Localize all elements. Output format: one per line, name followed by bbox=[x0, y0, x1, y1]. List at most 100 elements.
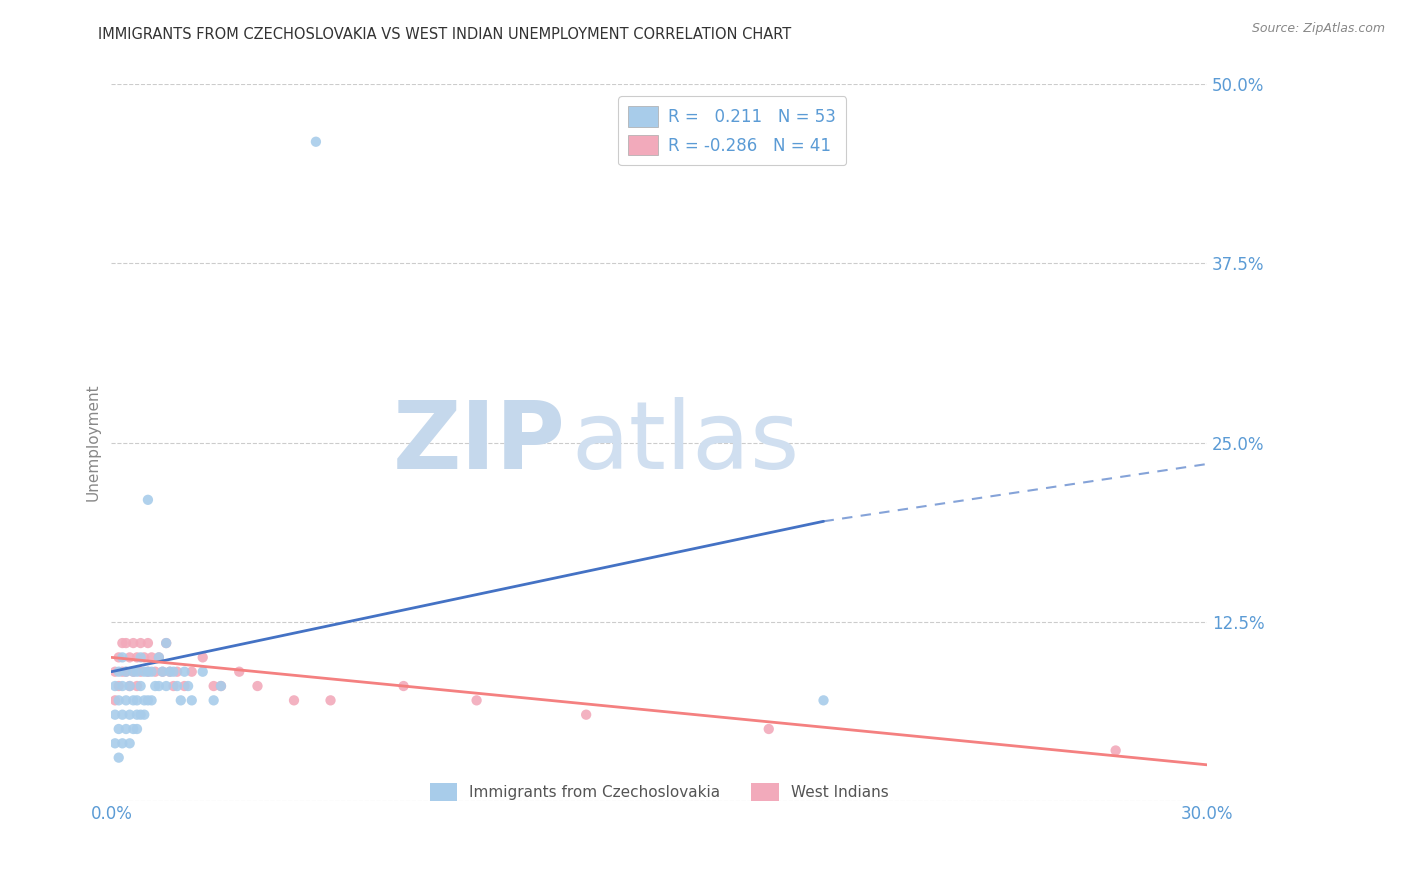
Point bbox=[180, 665, 202, 679]
Text: IMMIGRANTS FROM CZECHOSLOVAKIA VS WEST INDIAN UNEMPLOYMENT CORRELATION CHART: IMMIGRANTS FROM CZECHOSLOVAKIA VS WEST I… bbox=[98, 27, 792, 42]
Point bbox=[813, 693, 835, 707]
Point bbox=[129, 679, 152, 693]
Point bbox=[159, 665, 181, 679]
Point bbox=[202, 679, 225, 693]
Point bbox=[125, 665, 148, 679]
Point bbox=[118, 679, 141, 693]
Point bbox=[111, 707, 134, 722]
Point bbox=[125, 707, 148, 722]
Point bbox=[148, 650, 170, 665]
Point bbox=[141, 650, 163, 665]
Point bbox=[134, 693, 156, 707]
Point bbox=[148, 650, 170, 665]
Point bbox=[392, 679, 415, 693]
Point bbox=[152, 665, 174, 679]
Point bbox=[122, 665, 145, 679]
Point bbox=[115, 665, 138, 679]
Text: atlas: atlas bbox=[572, 397, 800, 489]
Point bbox=[111, 636, 134, 650]
Point bbox=[155, 636, 177, 650]
Point bbox=[134, 650, 156, 665]
Point bbox=[228, 665, 250, 679]
Point bbox=[758, 722, 780, 736]
Point bbox=[118, 736, 141, 750]
Point bbox=[107, 679, 129, 693]
Point bbox=[136, 636, 159, 650]
Point bbox=[148, 679, 170, 693]
Point bbox=[143, 665, 166, 679]
Point bbox=[107, 665, 129, 679]
Point bbox=[136, 492, 159, 507]
Point bbox=[122, 665, 145, 679]
Point bbox=[246, 679, 269, 693]
Point bbox=[122, 693, 145, 707]
Point bbox=[162, 679, 184, 693]
Point bbox=[173, 665, 195, 679]
Point bbox=[155, 679, 177, 693]
Point bbox=[141, 693, 163, 707]
Point bbox=[118, 650, 141, 665]
Y-axis label: Unemployment: Unemployment bbox=[86, 384, 100, 501]
Point bbox=[134, 665, 156, 679]
Point bbox=[152, 665, 174, 679]
Point bbox=[104, 665, 127, 679]
Point bbox=[125, 650, 148, 665]
Point bbox=[134, 707, 156, 722]
Legend: Immigrants from Czechoslovakia, West Indians: Immigrants from Czechoslovakia, West Ind… bbox=[423, 776, 894, 807]
Point bbox=[129, 650, 152, 665]
Point bbox=[104, 693, 127, 707]
Point bbox=[173, 679, 195, 693]
Point bbox=[129, 665, 152, 679]
Point bbox=[118, 679, 141, 693]
Point bbox=[202, 693, 225, 707]
Point bbox=[191, 665, 214, 679]
Point bbox=[166, 665, 188, 679]
Point bbox=[191, 650, 214, 665]
Point bbox=[177, 679, 200, 693]
Point bbox=[209, 679, 232, 693]
Point bbox=[115, 636, 138, 650]
Point bbox=[166, 679, 188, 693]
Point bbox=[162, 665, 184, 679]
Point bbox=[122, 722, 145, 736]
Point bbox=[125, 722, 148, 736]
Point bbox=[155, 636, 177, 650]
Point bbox=[129, 707, 152, 722]
Point bbox=[115, 693, 138, 707]
Point bbox=[143, 679, 166, 693]
Point bbox=[115, 665, 138, 679]
Point bbox=[180, 693, 202, 707]
Point bbox=[122, 636, 145, 650]
Point bbox=[305, 135, 328, 149]
Point bbox=[118, 707, 141, 722]
Point bbox=[141, 665, 163, 679]
Point bbox=[107, 750, 129, 764]
Point bbox=[136, 665, 159, 679]
Point bbox=[104, 679, 127, 693]
Point bbox=[129, 636, 152, 650]
Point bbox=[170, 693, 193, 707]
Point bbox=[283, 693, 305, 707]
Point bbox=[111, 679, 134, 693]
Point bbox=[575, 707, 598, 722]
Point bbox=[136, 665, 159, 679]
Point bbox=[111, 650, 134, 665]
Point bbox=[104, 707, 127, 722]
Point bbox=[125, 693, 148, 707]
Point bbox=[107, 650, 129, 665]
Point bbox=[136, 693, 159, 707]
Point bbox=[319, 693, 342, 707]
Point bbox=[111, 736, 134, 750]
Text: ZIP: ZIP bbox=[394, 397, 567, 489]
Point bbox=[159, 665, 181, 679]
Point bbox=[107, 722, 129, 736]
Point bbox=[465, 693, 488, 707]
Point bbox=[1105, 743, 1128, 757]
Point bbox=[107, 693, 129, 707]
Text: Source: ZipAtlas.com: Source: ZipAtlas.com bbox=[1251, 22, 1385, 36]
Point bbox=[209, 679, 232, 693]
Point bbox=[125, 679, 148, 693]
Point bbox=[115, 722, 138, 736]
Point bbox=[104, 736, 127, 750]
Point bbox=[111, 665, 134, 679]
